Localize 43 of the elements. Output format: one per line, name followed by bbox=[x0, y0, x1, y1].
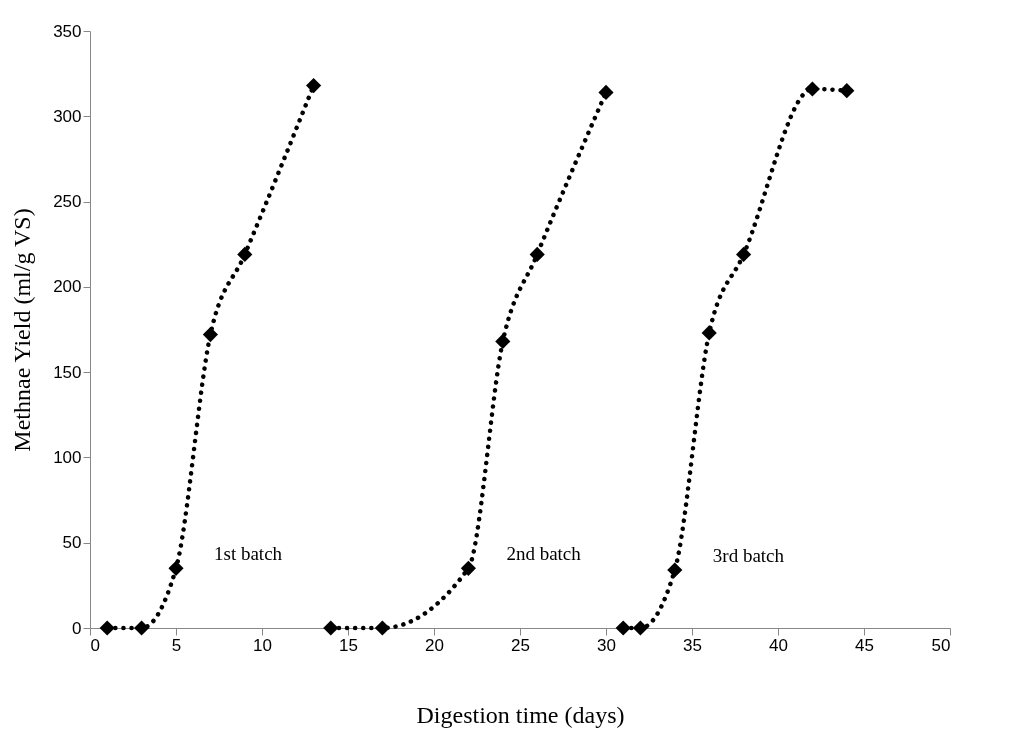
y-tick-label: 250 bbox=[53, 192, 82, 212]
x-tick-label: 50 bbox=[931, 635, 951, 655]
point bbox=[202, 327, 218, 343]
y-axis-title: Methnae Yield (ml/g VS) bbox=[9, 208, 36, 452]
x-tick-label: 40 bbox=[769, 635, 788, 655]
y-tick-label: 300 bbox=[53, 106, 82, 126]
y-tick-label: 350 bbox=[53, 21, 82, 41]
x-tick-label: 10 bbox=[253, 635, 272, 655]
x-tick-label: 25 bbox=[511, 635, 530, 655]
annotation: 1st batch bbox=[214, 543, 283, 565]
point bbox=[134, 620, 150, 636]
point bbox=[460, 560, 476, 576]
y-tick-label: 100 bbox=[53, 447, 82, 467]
point bbox=[615, 620, 631, 636]
point bbox=[168, 560, 184, 576]
point bbox=[632, 620, 648, 636]
y-tick-label: 200 bbox=[53, 277, 82, 297]
point bbox=[667, 562, 683, 578]
point bbox=[323, 620, 339, 636]
x-axis-title: Digestion time (days) bbox=[416, 701, 625, 728]
point bbox=[598, 84, 614, 100]
point bbox=[495, 333, 511, 350]
y-tick-label: 0 bbox=[72, 618, 82, 638]
point bbox=[839, 83, 855, 99]
y-tick-label: 50 bbox=[62, 533, 82, 553]
point bbox=[804, 81, 820, 97]
annotation: 3rd batch bbox=[712, 545, 785, 567]
point bbox=[99, 620, 115, 636]
x-tick-label: 30 bbox=[597, 635, 616, 655]
x-tick-label: 5 bbox=[171, 635, 182, 655]
x-tick-label: 35 bbox=[683, 635, 702, 655]
point bbox=[306, 78, 322, 94]
point bbox=[237, 246, 253, 263]
x-tick-label: 0 bbox=[90, 635, 100, 655]
point bbox=[529, 246, 545, 263]
x-tick-label: 20 bbox=[425, 635, 444, 655]
y-tick-label: 150 bbox=[53, 362, 82, 382]
annotation: 2nd batch bbox=[506, 543, 582, 565]
point bbox=[736, 246, 752, 263]
x-tick-label: 45 bbox=[855, 635, 874, 655]
point bbox=[374, 620, 390, 636]
point bbox=[701, 325, 717, 341]
x-tick-label: 15 bbox=[339, 635, 358, 655]
